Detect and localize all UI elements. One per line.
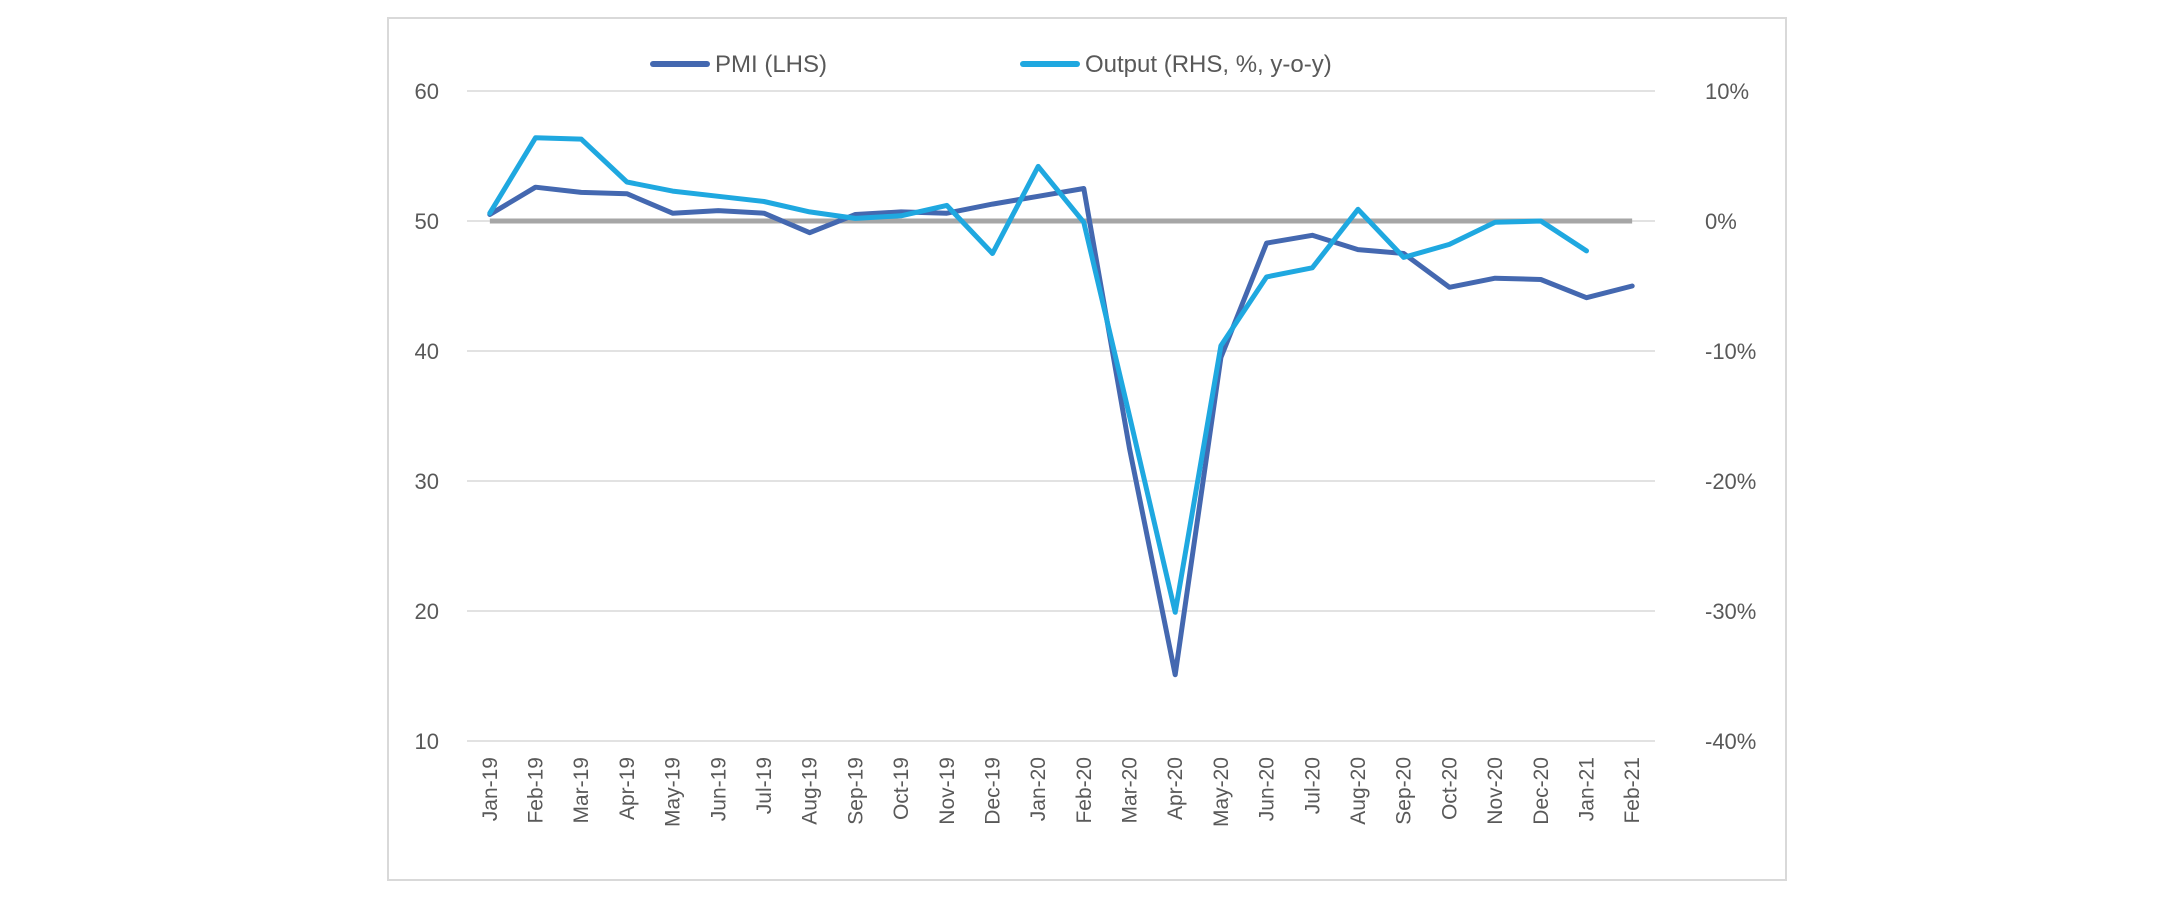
right-axis-tick-label: -20% (1705, 469, 1756, 494)
x-axis-tick-label: Jun-20 (1256, 757, 1279, 821)
x-axis-tick-label: Jan-19 (479, 757, 502, 821)
right-axis-tick-label: -30% (1705, 599, 1756, 624)
left-axis-tick-label: 50 (415, 209, 439, 234)
right-axis-tick-label: 10% (1705, 79, 1749, 104)
x-axis-tick-label: May-20 (1210, 757, 1233, 827)
x-axis-tick-label: Nov-20 (1484, 757, 1507, 825)
left-axis-tick-label: 60 (415, 79, 439, 104)
x-axis-tick-label: Feb-21 (1621, 757, 1644, 824)
series-line-pmi (487, 184, 1635, 678)
legend-label-output: Output (RHS, %, y-o-y) (1085, 51, 1332, 78)
x-axis-tick-label: May-19 (662, 757, 685, 827)
x-axis-tick-label: Sep-19 (844, 757, 867, 825)
left-axis-tick-label: 20 (415, 599, 439, 624)
x-axis-tick-label: Oct-19 (890, 757, 913, 820)
right-axis-tick-label: -40% (1705, 729, 1756, 754)
series-layer (487, 135, 1635, 678)
x-axis-tick-label: Jun-19 (707, 757, 730, 821)
right-axis-tick-label: -10% (1705, 339, 1756, 364)
x-axis-tick-label: Jan-20 (1027, 757, 1050, 821)
left-axis-tick-label: 40 (415, 339, 439, 364)
x-axis-tick-label: Mar-20 (1119, 757, 1142, 824)
left-axis-tick-label: 30 (415, 469, 439, 494)
x-axis-tick-label: Apr-20 (1164, 757, 1187, 820)
legend-label-pmi: PMI (LHS) (715, 51, 827, 78)
x-axis-tick-label: Jul-19 (753, 757, 776, 814)
x-axis-tick-label: Jan-21 (1575, 757, 1598, 821)
x-axis-tick-label: Feb-20 (1073, 757, 1096, 824)
left-axis-ticks: 10 20 30 40 50 60 (415, 79, 439, 754)
x-axis-tick-label: Jul-20 (1301, 757, 1324, 814)
x-axis-tick-label: Apr-19 (616, 757, 639, 820)
series-line-output (487, 135, 1589, 615)
chart-frame: 10 20 30 40 50 60 -40% -30% -20% -10% 0% 10% Jan-1… (387, 17, 1787, 881)
right-axis-ticks: -40% -30% -20% -10% 0% 10% (1705, 79, 1756, 754)
x-axis-tick-label: Sep-20 (1393, 757, 1416, 825)
x-axis-tick-label: Aug-19 (799, 757, 822, 825)
x-axis-tick-label: Mar-19 (570, 757, 593, 824)
x-axis-tick-label: Dec-19 (981, 757, 1004, 825)
x-axis-tick-label: Feb-19 (525, 757, 548, 824)
x-axis-tick-label: Oct-20 (1438, 757, 1461, 820)
chart-svg: 10 20 30 40 50 60 -40% -30% -20% -10% 0% 10% Jan-1… (415, 51, 1757, 827)
right-axis-tick-label: 0% (1705, 209, 1737, 234)
x-axis-tick-label: Aug-20 (1347, 757, 1370, 825)
legend: PMI (LHS) Output (RHS, %, y-o-y) (650, 51, 1332, 78)
x-axis-ticks: Jan-19 Feb-19 Mar-19 Apr-19 May-19 Jun-19 Jul-… (479, 757, 1644, 827)
x-axis-tick-label: Dec-20 (1530, 757, 1553, 825)
gridlines (467, 90, 1655, 742)
left-axis-tick-label: 10 (415, 729, 439, 754)
x-axis-tick-label: Nov-19 (936, 757, 959, 825)
